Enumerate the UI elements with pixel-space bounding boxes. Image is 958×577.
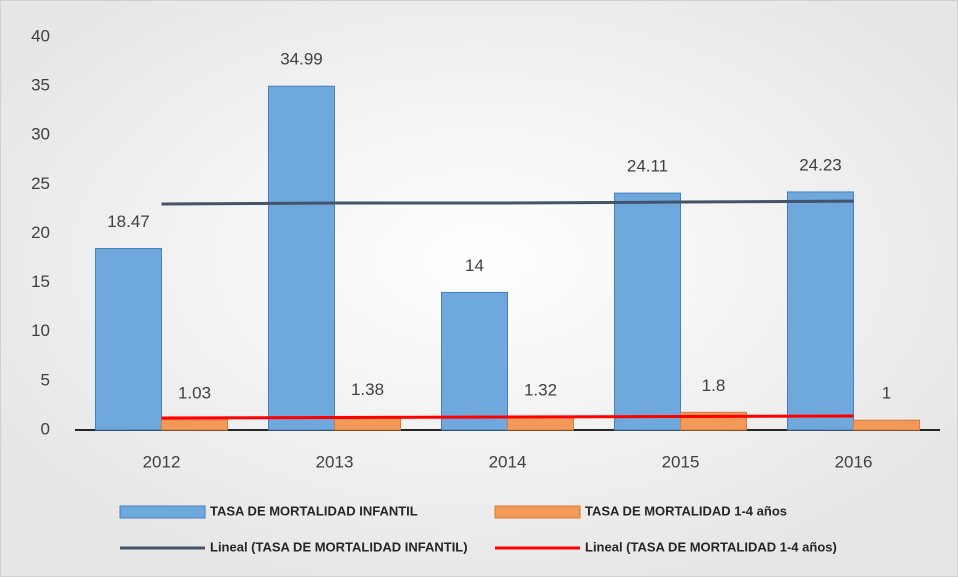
y-tick-label: 10 xyxy=(31,321,50,340)
data-label: 14 xyxy=(465,256,484,275)
legend-swatch xyxy=(119,505,206,519)
legend-label: TASA DE MORTALIDAD 1-4 años xyxy=(585,503,787,518)
data-label: 18.47 xyxy=(107,212,150,231)
y-tick-label: 0 xyxy=(41,419,50,438)
data-label: 1.03 xyxy=(178,383,211,402)
legend-label: Lineal (TASA DE MORTALIDAD 1-4 años) xyxy=(585,539,837,554)
trend-line xyxy=(161,199,854,206)
x-tick-label: 2016 xyxy=(835,452,873,471)
bar xyxy=(853,419,920,431)
y-tick-label: 25 xyxy=(31,174,50,193)
y-tick-label: 30 xyxy=(31,125,50,144)
bar xyxy=(95,248,162,431)
legend-label: Lineal (TASA DE MORTALIDAD INFANTIL) xyxy=(210,539,468,554)
legend-label: TASA DE MORTALIDAD INFANTIL xyxy=(210,503,418,518)
data-label: 24.11 xyxy=(627,157,668,176)
y-tick-label: 15 xyxy=(31,272,50,291)
data-label: 1.38 xyxy=(351,380,384,399)
y-tick-label: 20 xyxy=(31,223,50,242)
y-tick-label: 5 xyxy=(41,370,50,389)
trend-line xyxy=(161,414,854,420)
y-tick-label: 35 xyxy=(31,76,50,95)
y-tick-label: 40 xyxy=(31,26,50,45)
data-label: 1.32 xyxy=(524,381,557,400)
bar xyxy=(614,192,681,431)
data-label: 24.23 xyxy=(799,155,842,174)
x-tick-label: 2015 xyxy=(662,452,700,471)
data-label: 34.99 xyxy=(280,50,323,69)
bar xyxy=(161,419,228,431)
x-tick-label: 2012 xyxy=(143,452,181,471)
bar xyxy=(787,191,854,431)
x-tick-label: 2014 xyxy=(489,452,527,471)
bar xyxy=(507,416,574,431)
bar xyxy=(441,291,508,431)
bar xyxy=(268,85,335,431)
data-label: 1.8 xyxy=(702,376,726,395)
data-label: 1 xyxy=(882,384,891,403)
legend-swatch xyxy=(494,505,581,519)
x-tick-label: 2013 xyxy=(316,452,354,471)
